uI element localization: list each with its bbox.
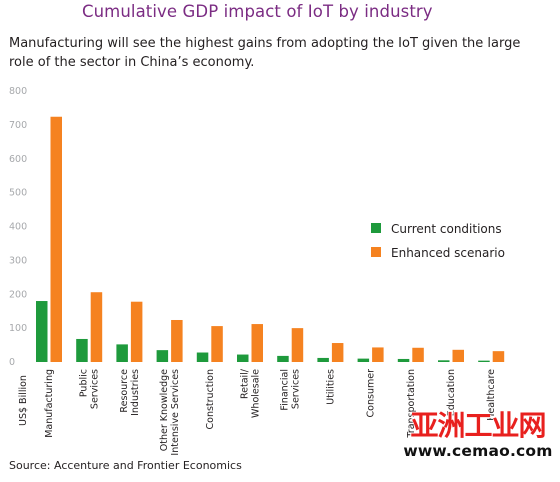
bar-enhanced-scenario xyxy=(171,319,183,362)
category-label: Services xyxy=(90,369,101,409)
bar-current-conditions xyxy=(438,360,450,362)
y-tick-label: 400 xyxy=(9,222,27,233)
y-tick-label: 700 xyxy=(9,120,27,131)
bar-current-conditions xyxy=(317,357,329,362)
category-label: Transportation xyxy=(406,369,417,439)
watermark-url: www.cemao.com xyxy=(403,442,553,460)
category-label: Utilities xyxy=(325,369,336,405)
source-note: Source: Accenture and Frontier Economics xyxy=(9,459,242,472)
watermark-logo: 亚洲工业网 www.cemao.com xyxy=(402,409,554,461)
category-label: Healthcare xyxy=(486,369,497,421)
category-label: Industries xyxy=(130,369,141,416)
watermark-chinese-text: 亚洲工业网 xyxy=(410,409,546,442)
category-label: Construction xyxy=(205,369,216,430)
bar-enhanced-scenario xyxy=(291,328,304,362)
bar-current-conditions xyxy=(156,350,169,362)
bar-series-group xyxy=(36,116,505,363)
y-tick-label: 200 xyxy=(9,289,27,300)
y-tick-label: 300 xyxy=(9,255,27,266)
bar-current-conditions xyxy=(196,352,209,362)
bar-enhanced-scenario xyxy=(492,351,505,362)
legend-label-enhanced: Enhanced scenario xyxy=(391,246,505,260)
bar-enhanced-scenario xyxy=(412,347,424,362)
chart-title: Cumulative GDP impact of IoT by industry xyxy=(82,2,433,21)
category-label: Intensive Services xyxy=(170,369,181,456)
y-tick-label: 800 xyxy=(9,86,27,97)
y-tick-label: 100 xyxy=(9,323,27,334)
bar-enhanced-scenario xyxy=(50,116,62,363)
bar-enhanced-scenario xyxy=(372,347,384,362)
legend-swatch-enhanced xyxy=(371,247,381,257)
bar-current-conditions xyxy=(36,301,48,362)
bar-enhanced-scenario xyxy=(452,349,464,362)
bar-current-conditions xyxy=(357,358,370,362)
y-tick-label: 600 xyxy=(9,154,27,165)
bar-current-conditions xyxy=(237,354,249,362)
category-label: Retail/ xyxy=(240,368,251,399)
category-label: Education xyxy=(446,369,457,416)
bar-current-conditions xyxy=(277,355,289,362)
bar-current-conditions xyxy=(397,358,410,362)
bar-enhanced-scenario xyxy=(331,343,344,362)
category-label: Consumer xyxy=(366,369,377,418)
category-label: Public xyxy=(79,369,90,397)
bar-enhanced-scenario xyxy=(130,301,143,362)
y-tick-label: 0 xyxy=(9,357,15,368)
category-labels: Manufacturing Public Services Resource Indus… xyxy=(44,368,497,455)
bar-enhanced-scenario xyxy=(251,324,263,362)
y-axis-title: US$ Billion xyxy=(18,375,29,426)
y-tick-label: 500 xyxy=(9,188,27,199)
legend-swatch-current xyxy=(371,223,381,233)
category-label: Other Knowledge xyxy=(159,369,170,451)
chart-subtitle: Manufacturing will see the highest gains… xyxy=(9,36,521,70)
y-axis-ticks: 0 100 200 300 400 500 600 700 800 xyxy=(9,86,27,368)
bar-current-conditions xyxy=(116,344,128,362)
bar-enhanced-scenario xyxy=(90,292,103,362)
bar-current-conditions xyxy=(478,360,490,362)
category-label: Resource xyxy=(119,369,130,413)
legend-label-current: Current conditions xyxy=(391,222,502,236)
bar-enhanced-scenario xyxy=(211,326,223,362)
category-label: Financial xyxy=(280,369,291,411)
category-label: Wholesale xyxy=(251,369,262,418)
bar-current-conditions xyxy=(76,338,88,362)
category-label: Services xyxy=(291,369,302,409)
legend: Current conditions Enhanced scenario xyxy=(371,222,505,260)
category-label: Manufacturing xyxy=(44,369,55,438)
